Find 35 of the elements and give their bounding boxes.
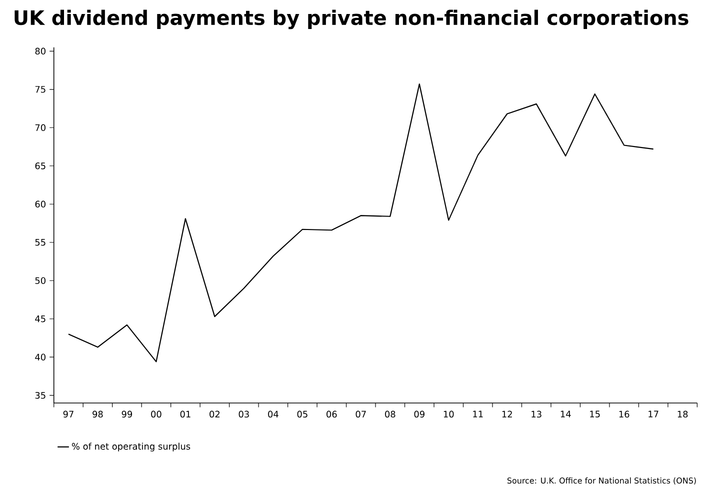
x-tick-label: 99 [122,410,132,418]
x-tick-label: 14 [560,410,571,418]
x-tick-label: 10 [444,410,454,418]
x-tick-label: 97 [63,410,74,418]
x-tick-label: 13 [532,410,542,418]
y-tick-label: 45 [35,316,46,322]
x-tick-label: 15 [590,410,600,418]
x-tick-label: 18 [678,410,688,418]
y-tick-label: 55 [35,239,46,246]
x-tick-label: 98 [92,410,103,418]
y-tick-label: 40 [35,354,46,361]
y-tick-label: 80 [35,48,46,55]
chart-title: UK dividend payments by private non-financial corporations [14,10,688,30]
y-tick-label: 65 [35,162,46,170]
y-tick-label: 70 [35,124,46,132]
x-tick-label: 04 [268,410,278,418]
x-tick-label: 07 [356,410,366,418]
x-tick-label: 16 [619,410,630,418]
x-tick-label: 03 [238,410,249,418]
x-tick-label: 06 [326,410,337,418]
line-series [68,84,654,362]
y-tick-label: 75 [35,86,46,93]
x-tick-label: 00 [151,410,162,418]
y-tick-label: 35 [35,392,46,399]
legend-label: % of net operating surplus [72,442,190,452]
x-tick-label: 02 [210,410,220,418]
x-tick-label: 05 [297,410,308,418]
x-tick-label: 17 [648,410,658,418]
x-tick-label: 08 [385,410,396,418]
x-tick-label: 09 [414,410,424,418]
y-tick-label: 50 [35,277,46,284]
x-tick-label: 12 [502,410,512,418]
y-tick-label: 60 [35,200,46,208]
x-tick-label: 01 [180,410,190,418]
x-tick-label: 11 [473,410,483,418]
